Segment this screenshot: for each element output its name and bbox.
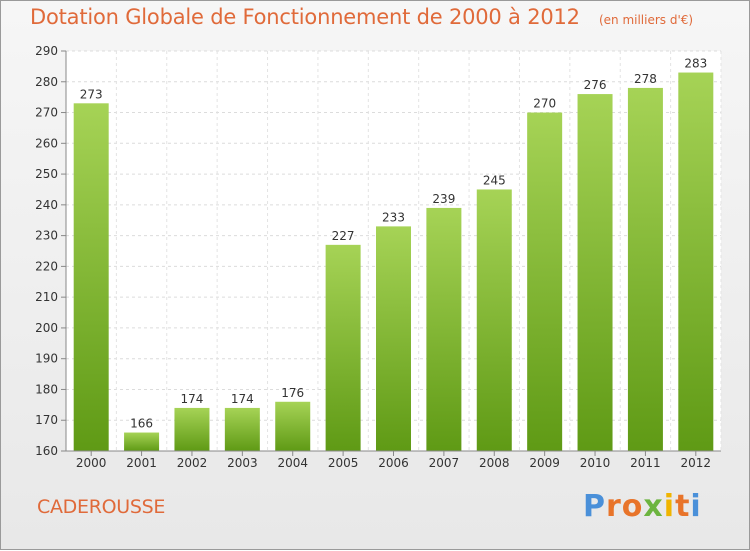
logo-letter: o [621,489,644,524]
y-tick-label: 290 [35,44,58,58]
x-tick-label: 2004 [277,456,308,470]
value-label: 273 [80,87,103,101]
y-tick-label: 190 [35,352,58,366]
value-label: 233 [382,210,405,224]
bar [224,407,260,451]
x-tick-label: 2002 [177,456,208,470]
x-tick-label: 2010 [580,456,611,470]
chart-title: Dotation Globale de Fonctionnement de 20… [30,5,580,29]
y-tick-label: 230 [35,229,58,243]
value-label: 276 [584,78,607,92]
value-label: 174 [231,392,254,406]
value-label: 278 [634,72,657,86]
y-tick-label: 210 [35,290,58,304]
y-tick-label: 200 [35,321,58,335]
bar [124,432,160,451]
y-tick-label: 260 [35,136,58,150]
y-tick-label: 170 [35,413,58,427]
x-tick-label: 2011 [630,456,661,470]
labels: 160 170 180 190 200 210 220 230 240 250 260 270 280 2… [35,44,711,470]
value-label: 176 [281,386,304,400]
y-tick-label: 270 [35,106,58,120]
bar [73,103,109,452]
x-tick-label: 2007 [429,456,460,470]
logo-letter: i [663,489,676,524]
value-label: 270 [533,97,556,111]
bars [73,72,714,452]
bar [376,226,411,451]
x-tick-label: 2005 [328,456,359,470]
value-label: 245 [483,173,506,187]
logo-letter: t [675,489,691,524]
x-tick-label: 2003 [227,456,258,470]
logo-letter: P [583,489,606,524]
x-tick-label: 2001 [126,456,157,470]
title-row: Dotation Globale de Fonctionnement de 20… [30,5,693,29]
logo-letter: x [643,489,664,524]
proxiti-logo: Proxiti [583,489,702,524]
bar [476,189,512,451]
y-tick-label: 250 [35,167,58,181]
bar [577,94,613,452]
x-tick-label: 2000 [76,456,107,470]
axes [61,50,721,456]
commune-name: CADEROUSSE [37,496,166,518]
value-label: 174 [181,392,204,406]
logo-letter: i [690,489,702,524]
x-tick-label: 2006 [378,456,409,470]
bar [527,112,563,452]
value-label: 239 [432,192,455,206]
y-tick-label: 180 [35,382,58,396]
y-tick-label: 280 [35,75,58,89]
y-tick-label: 240 [35,198,58,212]
logo-letter: r [606,489,622,524]
x-tick-label: 2008 [479,456,510,470]
bar [275,401,311,451]
value-label: 227 [332,229,355,243]
y-tick-label: 160 [35,444,58,458]
bar [174,407,210,451]
bar [325,244,361,451]
x-tick-label: 2009 [529,456,560,470]
value-label: 166 [130,417,153,431]
bar [627,87,663,451]
bar [426,207,462,451]
value-label: 283 [684,57,707,71]
x-tick-label: 2012 [681,456,712,470]
chart-unit-note: (en milliers d'€) [598,13,694,27]
bar [678,72,714,452]
y-tick-label: 220 [35,259,58,273]
